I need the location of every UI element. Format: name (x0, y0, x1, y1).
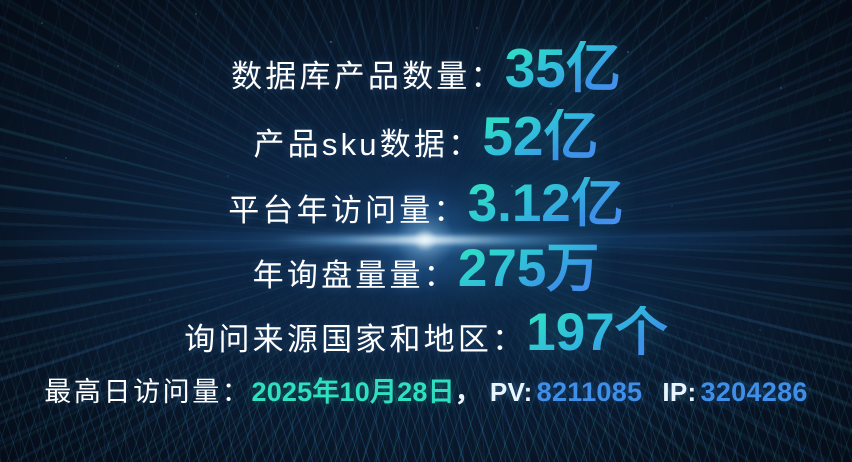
stat-value: 52亿 (482, 105, 599, 167)
pv-label: PV: (489, 377, 533, 407)
stat-row-annual-inquiries: 年询盘量量： 275万 (253, 242, 600, 295)
stat-value: 275万 (457, 239, 600, 298)
stat-label: 产品sku数据： (253, 127, 483, 162)
pv-value: 8211085 (536, 377, 643, 407)
stat-row-inquiry-countries: 询问来源国家和地区： 197个 (184, 306, 667, 359)
stat-label: 询问来源国家和地区： (184, 322, 527, 357)
stat-row-database-products: 数据库产品数量： 35亿 (231, 41, 621, 96)
ip-label: IP: (662, 377, 697, 407)
separator: ， (454, 377, 482, 407)
stat-value: 35亿 (504, 37, 621, 99)
ip-metric: IP: 3204286 (662, 379, 807, 406)
peak-day-traffic-row: 最高日访问量： 2025年10月28日 ， PV: 8211085 IP: 32… (44, 379, 807, 406)
stat-row-product-sku: 产品sku数据： 52亿 (253, 109, 598, 164)
pv-metric: PV: 8211085 (484, 379, 643, 406)
stat-value: 3.12亿 (467, 174, 624, 233)
peak-day-label: 最高日访问量： (44, 377, 252, 407)
stat-label: 平台年访问量： (228, 193, 468, 228)
stat-label: 年询盘量量： (252, 258, 458, 293)
stat-value: 197个 (526, 303, 668, 362)
peak-day-date: 2025年10月28日 (251, 377, 455, 407)
stat-row-annual-visits: 平台年访问量： 3.12亿 (228, 177, 624, 230)
ip-value: 3204286 (700, 377, 808, 407)
stat-label: 数据库产品数量： (231, 59, 505, 94)
